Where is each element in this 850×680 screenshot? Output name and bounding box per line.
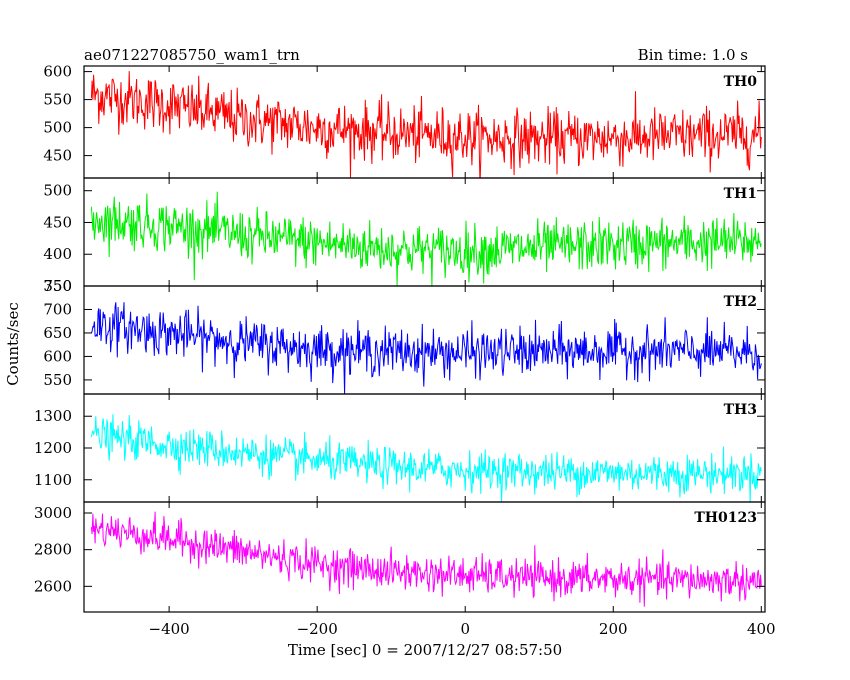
y-tick-label: 700	[43, 300, 72, 318]
y-tick-label: 3000	[34, 504, 72, 522]
panel-frame	[83, 501, 766, 613]
y-tick-label: 400	[43, 245, 72, 263]
y-tick-label: 650	[43, 324, 72, 342]
y-tick-label: 450	[43, 147, 72, 165]
series-line-th0123	[90, 511, 762, 607]
y-tick-label: 500	[43, 119, 72, 137]
bin-time-label: Bin time: 1.0 s	[638, 46, 748, 64]
y-tick-label: 1300	[34, 407, 72, 425]
panel-frame	[83, 65, 766, 179]
y-tick-label: 500	[43, 182, 72, 200]
y-tick-label: 1100	[34, 471, 72, 489]
y-tick-label: 2800	[34, 541, 72, 559]
panel-name-label: TH3	[724, 402, 757, 418]
y-tick-label: 600	[43, 63, 72, 81]
x-axis-title: Time [sec] 0 = 2007/12/27 08:57:50	[288, 641, 562, 659]
y-tick-label: 550	[43, 371, 72, 389]
y-tick-label: 550	[43, 91, 72, 109]
x-tick-label: −400	[149, 620, 190, 638]
panel-name-label: TH0	[724, 74, 758, 90]
y-tick-label: 450	[43, 213, 72, 231]
panel-th2: 550 600 650 700 750 TH2	[43, 277, 766, 395]
y-axis-title: Counts/sec	[4, 302, 22, 386]
panel-name-label: TH0123	[694, 510, 757, 526]
series-line-th0	[90, 71, 762, 178]
y-tick-label: 750	[43, 277, 72, 295]
series-line-th3	[90, 414, 762, 502]
y-tick-label: 350	[43, 277, 72, 295]
panel-name-label: TH2	[724, 294, 757, 310]
y-tick-label: 2600	[34, 577, 72, 595]
panel-th0: 450 500 550 600 TH0	[43, 63, 766, 179]
series-line-th1	[90, 191, 762, 286]
y-tick-label: 1200	[34, 439, 72, 457]
panel-name-label: TH1	[724, 186, 757, 202]
panel-th0123: 2600 2800 3000 TH0123	[34, 501, 766, 613]
panel-th1: 350 400 450 500 TH1	[43, 177, 766, 295]
x-tick-label: 0	[460, 620, 470, 638]
x-tick-label: −200	[297, 620, 338, 638]
panel-stack: 450 500 550 600 TH0 350 400 450 500 TH1 550 600 650 7…	[34, 63, 776, 638]
y-tick-label: 600	[43, 347, 72, 365]
x-tick-label: 400	[747, 620, 776, 638]
series-line-th2	[90, 302, 762, 394]
x-tick-label: 200	[599, 620, 628, 638]
panel-th3: 1100 1200 1300 TH3	[34, 393, 766, 503]
chart-title: ae071227085750_wam1_trn	[84, 46, 300, 64]
